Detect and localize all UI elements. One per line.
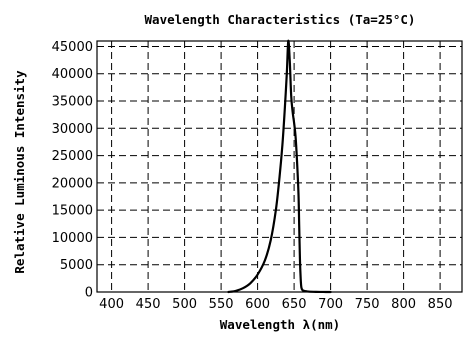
y-tick-labels: 0 5000 10000 15000 20000 25000 30000 35000 40000… xyxy=(52,40,93,301)
x-tick-label: 650 xyxy=(282,297,307,312)
y-tick-label: 10000 xyxy=(52,231,93,246)
x-axis-label: Wavelength λ(nm) xyxy=(220,317,340,332)
x-tick-labels: 400 450 500 550 600 650 700 750 800 850 xyxy=(99,297,452,312)
x-tick-label: 700 xyxy=(318,297,343,312)
plot-frame xyxy=(96,40,463,293)
y-tick-label: 5000 xyxy=(60,258,93,273)
y-tick-label: 15000 xyxy=(52,204,93,219)
y-tick-label: 45000 xyxy=(52,40,93,55)
series-group xyxy=(227,39,332,294)
y-axis-label: Relative Luminous Intensity xyxy=(12,70,27,274)
x-tick-label: 550 xyxy=(209,297,234,312)
chart-title: Wavelength Characteristics (Ta=25°C) xyxy=(145,12,416,27)
y-tick-label: 35000 xyxy=(52,95,93,110)
y-tick-label: 25000 xyxy=(52,149,93,164)
y-tick-label: 0 xyxy=(85,286,93,301)
x-tick-label: 850 xyxy=(428,297,453,312)
series-line-0 xyxy=(227,39,332,294)
y-tick-label: 20000 xyxy=(52,176,93,191)
x-tick-label: 750 xyxy=(355,297,380,312)
grid xyxy=(97,41,462,292)
y-tick-label: 30000 xyxy=(52,122,93,137)
x-tick-label: 600 xyxy=(245,297,270,312)
x-tick-label: 400 xyxy=(99,297,124,312)
x-tick-label: 450 xyxy=(136,297,161,312)
x-tick-label: 500 xyxy=(172,297,197,312)
x-tick-label: 800 xyxy=(391,297,416,312)
y-tick-label: 40000 xyxy=(52,67,93,82)
